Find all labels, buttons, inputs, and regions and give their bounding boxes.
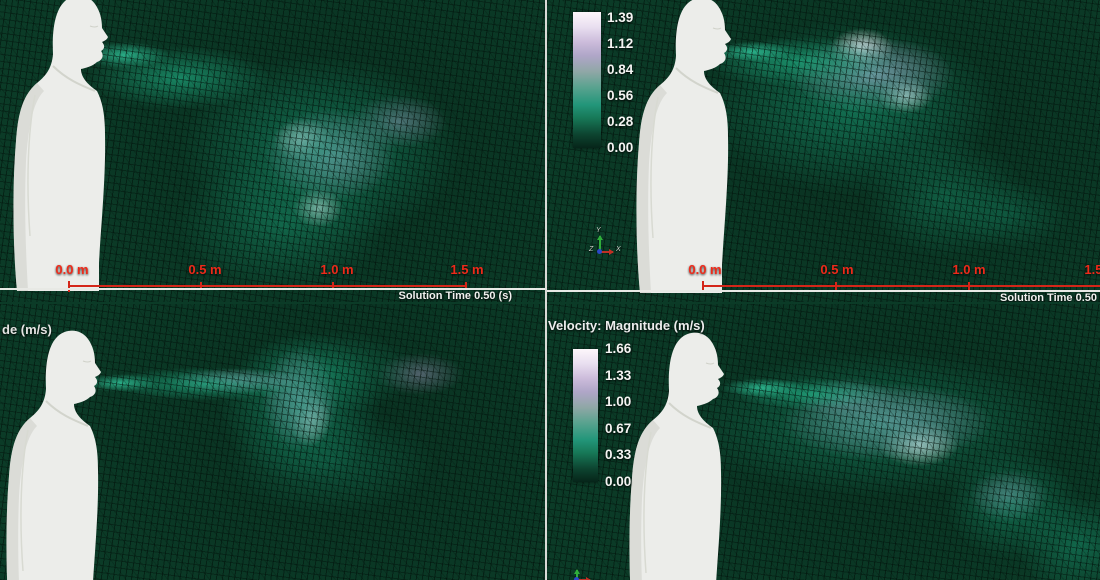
legend-title-fragment: de (m/s) [2, 322, 52, 337]
ruler-label: 0.5 m [820, 262, 854, 277]
solution-time-label: Solution Time 0.50 (s) [398, 290, 513, 302]
viewport-top-left[interactable]: 0.0 m 0.5 m 1.0 m 1.5 m Solution Time 0.… [0, 0, 545, 302]
ruler-tick [835, 282, 837, 290]
colorbar-tick-value: 1.66 [605, 341, 632, 356]
ruler-tick [968, 282, 970, 290]
viewport-bottom-left[interactable]: de (m/s) [0, 304, 545, 580]
solution-time-label: Solution Time 0.50 (s) [1000, 292, 1100, 302]
ruler-label: 0.5 m [188, 262, 222, 277]
velocity-colorbar-legend: 1.39 1.12 0.84 0.56 0.28 0.00 [571, 10, 681, 160]
colorbar-tick-value: 0.33 [605, 447, 632, 462]
ruler-label: 0.0 m [55, 262, 89, 277]
ruler-tick [68, 281, 70, 292]
human-model [629, 332, 724, 580]
velocity-colorbar-legend: Velocity: Magnitude (m/s) 1.66 1.33 1.00… [548, 318, 705, 508]
y-axis-label: Y [596, 227, 601, 234]
colorbar-tick-value: 0.00 [607, 140, 634, 155]
colorbar-tick-value: 0.56 [607, 88, 634, 103]
z-axis-dot [597, 249, 602, 254]
panel-divider [545, 0, 547, 580]
human-model [13, 0, 108, 291]
ruler-label: 1.5 m [1084, 262, 1100, 277]
ruler-line [702, 285, 1100, 287]
colorbar-tick-value: 1.33 [605, 368, 632, 383]
colorbar-tick-value: 1.12 [607, 36, 634, 51]
legend-title: Velocity: Magnitude (m/s) [548, 318, 705, 333]
colorbar-tick-value: 0.84 [607, 62, 634, 77]
colorbar [573, 12, 601, 148]
colorbar-tick-value: 0.28 [607, 114, 634, 129]
viewport-top-right[interactable]: 1.39 1.12 0.84 0.56 0.28 0.00 Y X Z 0.0 … [547, 0, 1100, 302]
colorbar-tick-value: 0.00 [605, 474, 632, 489]
ruler-label: 1.5 m [450, 262, 484, 277]
colorbar-tick-value: 1.39 [607, 10, 634, 25]
colorbar [573, 349, 598, 482]
axis-triad-clipped [568, 569, 592, 580]
human-model [636, 0, 731, 293]
ruler-label: 1.0 m [320, 262, 354, 277]
colorbar-tick-value: 0.67 [605, 421, 632, 436]
human-model [6, 330, 101, 580]
z-axis-label: Z [589, 246, 594, 253]
viewport-bottom-right[interactable]: Velocity: Magnitude (m/s) 1.66 1.33 1.00… [547, 304, 1100, 580]
axis-triad: Y X Z [589, 227, 625, 262]
colorbar-tick-value: 1.00 [605, 394, 632, 409]
ruler-label: 0.0 m [688, 262, 722, 277]
ruler-label: 1.0 m [952, 262, 986, 277]
ruler-line [68, 285, 465, 287]
x-axis-label: X [616, 246, 621, 253]
